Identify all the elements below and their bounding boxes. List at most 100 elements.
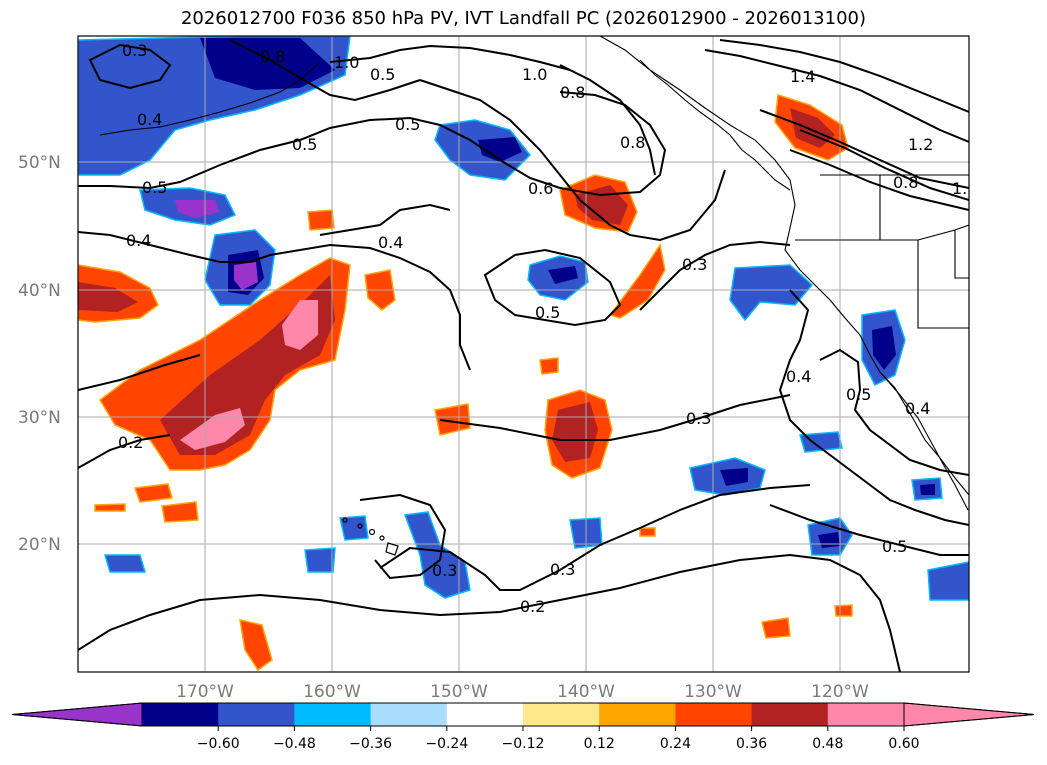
colorbar-segment bbox=[751, 703, 829, 726]
pv-label: 1.0 bbox=[334, 53, 359, 72]
longitude-label: 150°W bbox=[430, 682, 488, 702]
pv-contour-1.0 bbox=[329, 44, 571, 71]
colorbar-tick-label: −0.12 bbox=[502, 736, 545, 752]
colorbar-extend-min bbox=[11, 702, 143, 727]
pos-region-mid-north-core bbox=[575, 185, 628, 225]
islands-alaska-panhandle bbox=[639, 59, 791, 191]
neg-region-alaska-core bbox=[478, 137, 522, 162]
neg-region-south2 bbox=[927, 561, 969, 601]
pv-label: 0.8 bbox=[560, 83, 585, 102]
longitude-label: 140°W bbox=[557, 682, 615, 702]
pv-contours bbox=[78, 39, 969, 672]
neg-region-nw-core bbox=[200, 38, 335, 90]
pv-contour-0.3-south bbox=[379, 484, 811, 591]
pv-label: 1.4 bbox=[790, 67, 815, 86]
colorbar-tick-label: 0.24 bbox=[660, 736, 691, 752]
coastline-north-america bbox=[599, 36, 969, 496]
hawaiian-islands bbox=[342, 517, 399, 556]
colorbar-ticks: −0.60 −0.48 −0.36 −0.24 −0.12 0.12 0.24 0.36 0.4… bbox=[197, 726, 920, 752]
colorbar-segment bbox=[142, 703, 219, 726]
neg-region-east1 bbox=[729, 264, 814, 322]
neg-region-west2-purple bbox=[234, 262, 258, 290]
colorbar-segments bbox=[11, 702, 1035, 727]
longitude-label: 130°W bbox=[684, 682, 742, 702]
longitude-axis: 170°W 160°W 150°W 140°W 130°W 120°W bbox=[176, 682, 869, 702]
pv-label: 1.2 bbox=[908, 135, 933, 154]
pv-label: 0.2 bbox=[118, 433, 143, 452]
pv-label: 0.4 bbox=[378, 233, 403, 252]
pv-label: 0.4 bbox=[905, 399, 930, 418]
colorbar: −0.60 −0.48 −0.36 −0.24 −0.12 0.12 0.24 0.36 0.4… bbox=[11, 702, 1035, 752]
neg-region-mid-core bbox=[548, 266, 578, 284]
colorbar-tick-label: 0.60 bbox=[888, 736, 919, 752]
pv-label: 0.4 bbox=[137, 110, 162, 129]
pos-region-ar-pink2 bbox=[180, 408, 245, 450]
coastline-baja bbox=[879, 371, 969, 511]
coastline-aleutians bbox=[99, 61, 321, 136]
neg-region-small-b-core bbox=[920, 484, 935, 495]
pv-label: 0.4 bbox=[126, 231, 151, 250]
colorbar-segment bbox=[218, 703, 295, 726]
pos-region-small-e bbox=[161, 501, 199, 523]
pv-label: 0.3 bbox=[686, 409, 711, 428]
pv-contour-0.4-west bbox=[78, 231, 471, 371]
pv-label: 0.3 bbox=[122, 41, 147, 60]
latitude-label: 50°N bbox=[18, 153, 61, 173]
pv-label: 0.5 bbox=[535, 303, 560, 322]
pv-contour-loop-nw bbox=[88, 43, 172, 90]
pos-region-small-j bbox=[94, 503, 126, 512]
pv-label: 0.5 bbox=[882, 537, 907, 556]
pv-label: 0.8 bbox=[893, 173, 918, 192]
pv-contour-coast-1 bbox=[778, 289, 969, 526]
colorbar-segment bbox=[294, 703, 372, 726]
colorbar-tick-label: 0.36 bbox=[736, 736, 767, 752]
longitude-label: 170°W bbox=[176, 682, 234, 702]
neg-region-small-f bbox=[339, 515, 369, 541]
pv-label: 0.6 bbox=[528, 179, 553, 198]
neg-region-calif-core bbox=[872, 326, 896, 370]
pos-region-small-k bbox=[639, 527, 656, 537]
pv-contour-south-tongue bbox=[359, 493, 447, 580]
colorbar-segment bbox=[523, 703, 600, 726]
pv-label: 0.3 bbox=[550, 560, 575, 579]
pv-contour-east-1 bbox=[704, 49, 969, 143]
pv-label: 0.5 bbox=[292, 135, 317, 154]
neg-region-hawaii bbox=[403, 511, 471, 599]
pos-region-small-f bbox=[239, 619, 273, 672]
pos-region-ar-pink1 bbox=[282, 300, 318, 350]
pv-label: 1. bbox=[952, 179, 967, 198]
colorbar-tick-label: −0.48 bbox=[273, 736, 316, 752]
pv-contour-coast-2 bbox=[819, 348, 969, 476]
pv-contour-labels: 0.3 0.4 0.5 0.8 1.0 0.5 0.5 0.4 0.4 0.5 … bbox=[118, 41, 967, 616]
pv-contour-0.2-west bbox=[78, 434, 171, 469]
pos-region-small-g bbox=[761, 617, 791, 639]
latitude-axis: 50°N 40°N 30°N 20°N bbox=[18, 153, 61, 555]
longitude-label: 160°W bbox=[303, 682, 361, 702]
neg-region-small-d bbox=[304, 547, 336, 573]
pos-region-small-i bbox=[834, 604, 853, 617]
border-states-d bbox=[954, 230, 969, 279]
pv-contour-0.2-south bbox=[78, 553, 901, 672]
coastlines bbox=[99, 36, 969, 511]
pv-label: 0.3 bbox=[432, 561, 457, 580]
colorbar-tick-label: 0.48 bbox=[812, 736, 843, 752]
pv-contour-0.8-upper bbox=[229, 39, 421, 102]
pv-contour-0.3-mid bbox=[439, 394, 791, 441]
colorbar-segment bbox=[827, 703, 905, 726]
neg-region-small-e bbox=[103, 554, 147, 573]
pos-region-small-d bbox=[133, 483, 173, 503]
pv-contour-east-4 bbox=[789, 149, 969, 211]
pv-contour-east-3 bbox=[759, 109, 969, 189]
pos-region-small-b bbox=[307, 209, 335, 231]
colorbar-tick-label: 0.12 bbox=[584, 736, 615, 752]
negative-anomaly-regions bbox=[78, 36, 969, 601]
pv-label: 0.3 bbox=[682, 255, 707, 274]
pv-label: 0.4 bbox=[786, 367, 811, 386]
pos-region-stripe bbox=[608, 243, 666, 319]
pv-label: 0.5 bbox=[142, 178, 167, 197]
pv-label: 0.5 bbox=[370, 65, 395, 84]
pv-label: 0.8 bbox=[620, 133, 645, 152]
colorbar-tick-label: −0.24 bbox=[425, 736, 468, 752]
map-panel: 0.3 0.4 0.5 0.8 1.0 0.5 0.5 0.4 0.4 0.5 … bbox=[78, 36, 969, 672]
colorbar-extend-max bbox=[903, 702, 1035, 727]
